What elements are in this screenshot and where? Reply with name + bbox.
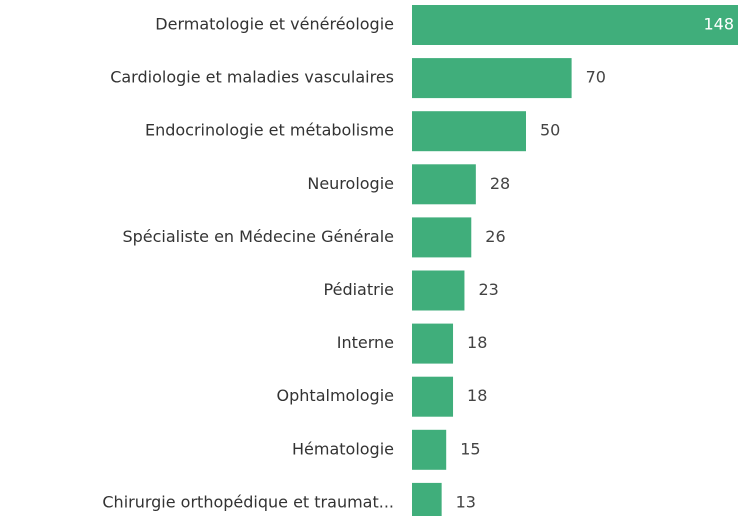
bar xyxy=(412,323,454,364)
value-label: 15 xyxy=(460,439,480,458)
value-label: 23 xyxy=(478,280,498,299)
value-label: 28 xyxy=(490,174,510,193)
bar xyxy=(412,111,526,152)
value-label: 18 xyxy=(467,386,487,405)
bar xyxy=(412,58,572,99)
bar xyxy=(412,376,454,417)
value-label: 50 xyxy=(540,121,560,140)
bar xyxy=(412,5,738,45)
category-label: Endocrinologie et métabolisme xyxy=(145,121,394,140)
category-label: Chirurgie orthopédique et traumat... xyxy=(102,492,394,511)
category-label: Neurologie xyxy=(307,174,394,193)
value-label: 148 xyxy=(703,15,734,34)
bar xyxy=(412,164,476,205)
category-label: Ophtalmologie xyxy=(277,386,394,405)
value-label: 18 xyxy=(467,333,487,352)
bar xyxy=(412,217,472,258)
category-label: Interne xyxy=(337,333,394,352)
category-label: Hématologie xyxy=(292,439,394,458)
bar xyxy=(412,429,447,470)
value-label: 70 xyxy=(586,68,606,87)
bar xyxy=(412,270,465,311)
value-label: 13 xyxy=(456,492,476,511)
category-label: Spécialiste en Médecine Générale xyxy=(122,227,394,246)
category-label: Dermatologie et vénéréologie xyxy=(155,15,394,34)
category-label: Pédiatrie xyxy=(324,280,394,299)
category-label: Cardiologie et maladies vasculaires xyxy=(110,68,394,87)
bar xyxy=(412,482,442,516)
value-label: 26 xyxy=(485,227,505,246)
